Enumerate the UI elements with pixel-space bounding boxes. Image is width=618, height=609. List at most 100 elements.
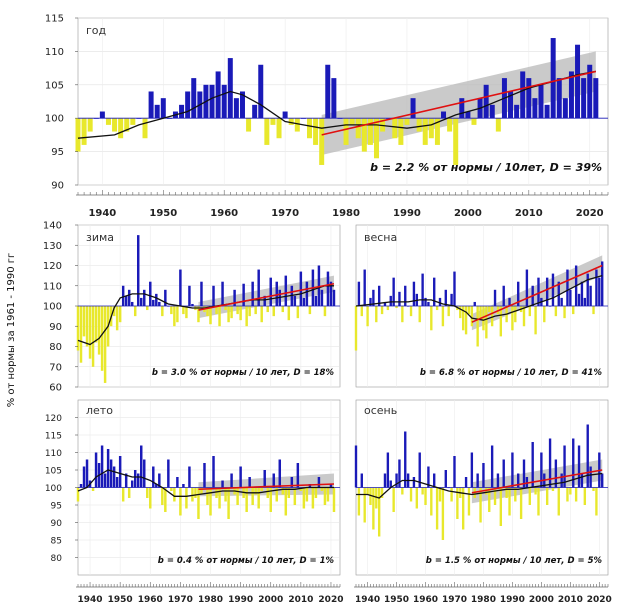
y-tick-label: 110 [43, 281, 62, 292]
data-bar [263, 470, 266, 488]
x-tick-label: 1960 [413, 595, 438, 605]
data-bar [209, 84, 215, 119]
data-bar [424, 297, 427, 306]
data-bar [525, 477, 529, 488]
data-bar [252, 104, 258, 119]
data-bar [266, 306, 269, 313]
data-bar [502, 285, 505, 306]
data-bar [76, 306, 80, 351]
data-bar [146, 487, 149, 498]
data-bar [569, 289, 572, 306]
data-bar [275, 281, 278, 306]
data-bar [257, 269, 260, 306]
data-bar [464, 306, 468, 335]
data-bar [329, 281, 333, 306]
data-bar [91, 487, 95, 491]
data-bar [534, 306, 537, 335]
data-bar [242, 283, 245, 306]
data-bar [81, 118, 87, 145]
data-bar [430, 487, 433, 516]
data-bar [489, 104, 495, 119]
data-bar [511, 306, 514, 331]
trend-line [198, 282, 335, 311]
data-bar [197, 487, 200, 519]
data-bar [319, 118, 325, 165]
x-tick-label: 2010 [288, 595, 313, 605]
data-bar [395, 473, 398, 488]
data-bar [366, 306, 369, 327]
data-bar [476, 306, 479, 347]
data-bar [149, 487, 152, 509]
data-bar [601, 261, 604, 306]
data-bar [112, 118, 118, 132]
data-bar [100, 445, 104, 488]
data-bar [592, 306, 595, 315]
data-bar [246, 118, 252, 132]
data-bar [325, 64, 331, 119]
chart-panel-4: 1940 1950 1960 1970 1980 1990 2000 2010 2020 осен… [354, 399, 612, 605]
data-bar [556, 78, 562, 119]
x-tick-label: 1990 [500, 595, 525, 605]
data-bar [465, 111, 471, 119]
data-bar [314, 487, 318, 498]
data-bar [287, 306, 291, 321]
data-bar [305, 487, 309, 502]
y-tick-label: 95 [51, 502, 62, 512]
data-bar [522, 306, 526, 327]
data-bar [212, 285, 215, 306]
data-bar [447, 118, 453, 132]
data-bar [191, 78, 197, 119]
data-bar [185, 487, 188, 509]
data-bar [331, 78, 337, 119]
data-bar [595, 487, 598, 516]
data-bar [595, 269, 598, 306]
data-bar [499, 306, 503, 337]
data-bar [548, 438, 552, 488]
data-bar [179, 269, 182, 306]
y-tick-label: 130 [43, 241, 62, 252]
data-bar [380, 487, 384, 498]
data-bar [418, 452, 421, 488]
data-bar [598, 277, 601, 306]
data-bar [383, 301, 387, 306]
trend-annotation: b = 6.8 % от нормы / 10 лет, D = 41% [420, 368, 603, 378]
data-bar [583, 297, 587, 306]
data-bar [514, 487, 517, 502]
data-bar [580, 473, 584, 488]
data-bar [326, 487, 330, 502]
data-bar [459, 98, 465, 119]
data-bar [158, 473, 161, 488]
data-bar [574, 487, 578, 502]
data-bar [136, 235, 140, 306]
data-bar [91, 306, 95, 367]
data-bar [520, 71, 526, 119]
data-bar [197, 306, 200, 323]
data-bar [434, 118, 440, 145]
x-tick-label: 1980 [332, 208, 360, 219]
data-bar [112, 306, 116, 317]
x-tick-label: 2000 [529, 595, 554, 605]
data-bar [450, 293, 453, 306]
data-bar [386, 306, 390, 311]
data-bar [545, 487, 549, 505]
data-bar [82, 306, 86, 337]
data-bar [412, 477, 416, 488]
data-bar [290, 477, 294, 488]
data-bar [320, 289, 324, 306]
data-bar [85, 306, 89, 347]
data-bar [118, 306, 122, 323]
x-tick-label: 2000 [454, 208, 482, 219]
data-bar [257, 487, 260, 509]
data-bar [264, 118, 270, 145]
data-bar [218, 487, 221, 509]
data-bar [215, 71, 221, 119]
y-tick-label: 105 [45, 80, 64, 91]
y-tick-label: 115 [45, 14, 64, 25]
x-tick-label: 1960 [210, 208, 238, 219]
data-bar [82, 466, 86, 488]
data-bar [161, 487, 164, 505]
trend-line [471, 469, 603, 494]
data-bar [404, 431, 407, 488]
data-bar [422, 118, 428, 145]
data-bar [464, 477, 468, 488]
